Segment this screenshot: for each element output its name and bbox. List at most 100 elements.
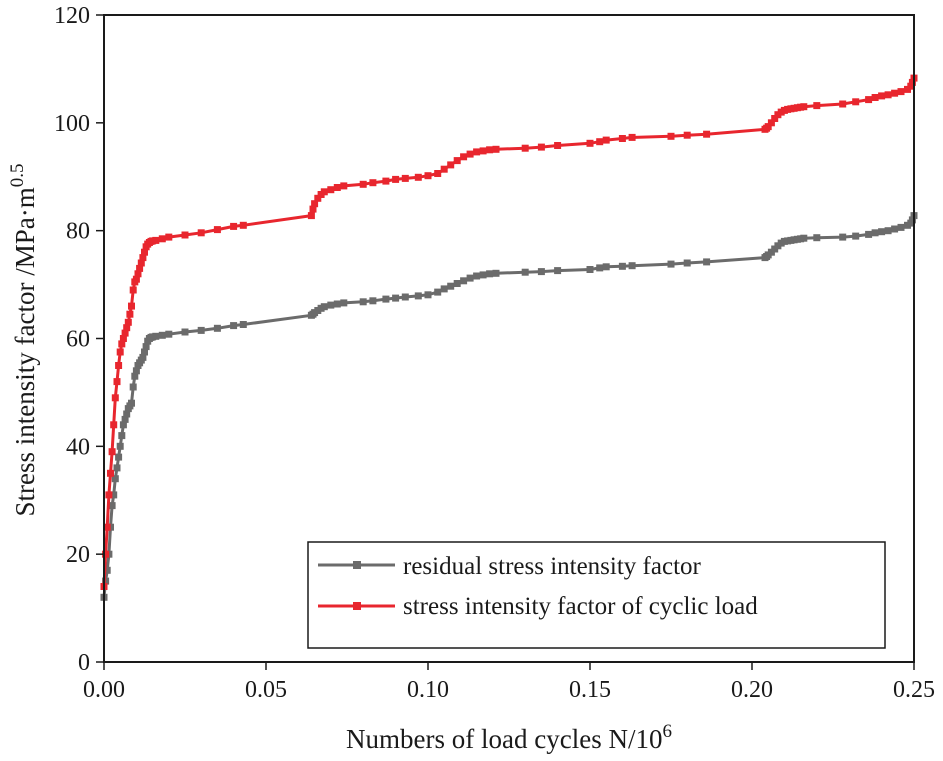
legend-entry-cyclic: stress intensity factor of cyclic load: [318, 593, 758, 620]
data-point: [537, 268, 545, 276]
data-point: [401, 174, 409, 182]
data-point: [118, 340, 126, 348]
data-point: [165, 330, 173, 338]
data-point: [320, 303, 328, 311]
data-point: [800, 234, 808, 242]
data-point: [309, 205, 317, 213]
data-point: [473, 148, 481, 156]
data-point: [897, 223, 905, 231]
data-point: [521, 268, 529, 276]
x-tick-label: 0.05: [245, 677, 287, 703]
data-point: [618, 262, 626, 270]
data-point: [181, 231, 189, 239]
data-point: [871, 229, 879, 237]
data-point: [479, 271, 487, 279]
data-point: [703, 130, 711, 138]
data-point: [813, 234, 821, 242]
x-tick-label: 0.25: [893, 677, 935, 703]
data-point: [197, 326, 205, 334]
data-point: [667, 132, 675, 140]
data-point: [865, 230, 873, 238]
data-point: [119, 335, 127, 342]
data-point: [628, 262, 636, 270]
data-point: [486, 270, 494, 278]
data-point: [537, 143, 545, 151]
data-point: [466, 150, 474, 158]
data-point: [401, 293, 409, 301]
y-tick-label: 60: [66, 327, 90, 353]
data-point: [230, 222, 238, 230]
data-point: [554, 267, 562, 275]
data-point: [602, 263, 610, 271]
data-point: [447, 161, 455, 169]
data-point: [116, 348, 124, 356]
data-point: [116, 442, 124, 450]
legend-entry-residual: residual stress intensity factor: [318, 553, 702, 580]
series-1: [100, 74, 918, 590]
y-axis-title: Stress intensity factor /MPa·m0.5: [7, 164, 40, 517]
data-point: [884, 227, 892, 235]
data-point: [115, 453, 123, 461]
data-point: [107, 469, 114, 477]
data-point: [908, 78, 916, 86]
data-point: [110, 421, 118, 429]
data-point: [460, 277, 468, 285]
data-point: [152, 236, 160, 244]
y-tick-label: 40: [66, 434, 90, 460]
y-axis-ticks: 0 20 40 60 80 100 120: [54, 3, 104, 676]
data-point: [596, 138, 604, 146]
y-tick-label: 0: [78, 650, 90, 676]
data-point: [479, 147, 487, 155]
data-point: [460, 153, 468, 161]
x-axis-title: Numbers of load cycles N/106: [346, 721, 672, 754]
data-point: [340, 299, 348, 307]
data-point: [137, 259, 145, 267]
data-point: [382, 177, 390, 185]
data-point: [115, 362, 123, 369]
data-point: [105, 491, 113, 499]
x-tick-label: 0.10: [407, 677, 449, 703]
data-point: [123, 324, 131, 332]
data-point: [314, 194, 322, 202]
data-point: [121, 415, 129, 423]
data-point: [434, 170, 442, 177]
data-point: [129, 383, 137, 391]
legend-marker-cyclic: [353, 602, 361, 610]
data-point: [839, 100, 847, 108]
data-point: [683, 131, 691, 139]
data-point: [764, 123, 772, 131]
data-point: [878, 228, 886, 236]
data-point: [327, 186, 335, 194]
data-point: [434, 288, 442, 296]
data-point: [103, 523, 111, 531]
data-point: [884, 91, 892, 99]
data-point: [307, 212, 315, 220]
data-point: [392, 175, 400, 183]
data-point: [213, 226, 221, 234]
x-axis-title-text: Numbers of load cycles N/10: [346, 724, 662, 754]
data-point: [230, 322, 238, 330]
data-point: [139, 254, 147, 262]
data-point: [466, 274, 474, 282]
data-point: [852, 98, 860, 106]
series-0: [100, 212, 918, 601]
data-point: [453, 280, 461, 287]
data-point: [424, 172, 432, 180]
data-point: [871, 94, 879, 101]
x-axis-title-sup: 6: [662, 721, 672, 742]
data-point: [554, 142, 562, 149]
data-point: [110, 491, 118, 499]
y-axis-title-text: Stress intensity factor /MPa·m: [10, 187, 40, 516]
data-point: [108, 448, 116, 456]
data-point: [113, 378, 121, 386]
legend-label-residual: residual stress intensity factor: [403, 553, 702, 580]
data-point: [131, 372, 139, 380]
x-axis-ticks: 0.00 0.05 0.10 0.15 0.20 0.25: [83, 662, 935, 703]
data-point: [158, 235, 166, 243]
y-tick-label: 20: [66, 542, 90, 568]
data-point: [908, 216, 916, 224]
data-point: [414, 173, 422, 181]
data-point: [136, 264, 144, 272]
x-tick-label: 0.15: [569, 677, 611, 703]
data-point: [440, 285, 448, 293]
